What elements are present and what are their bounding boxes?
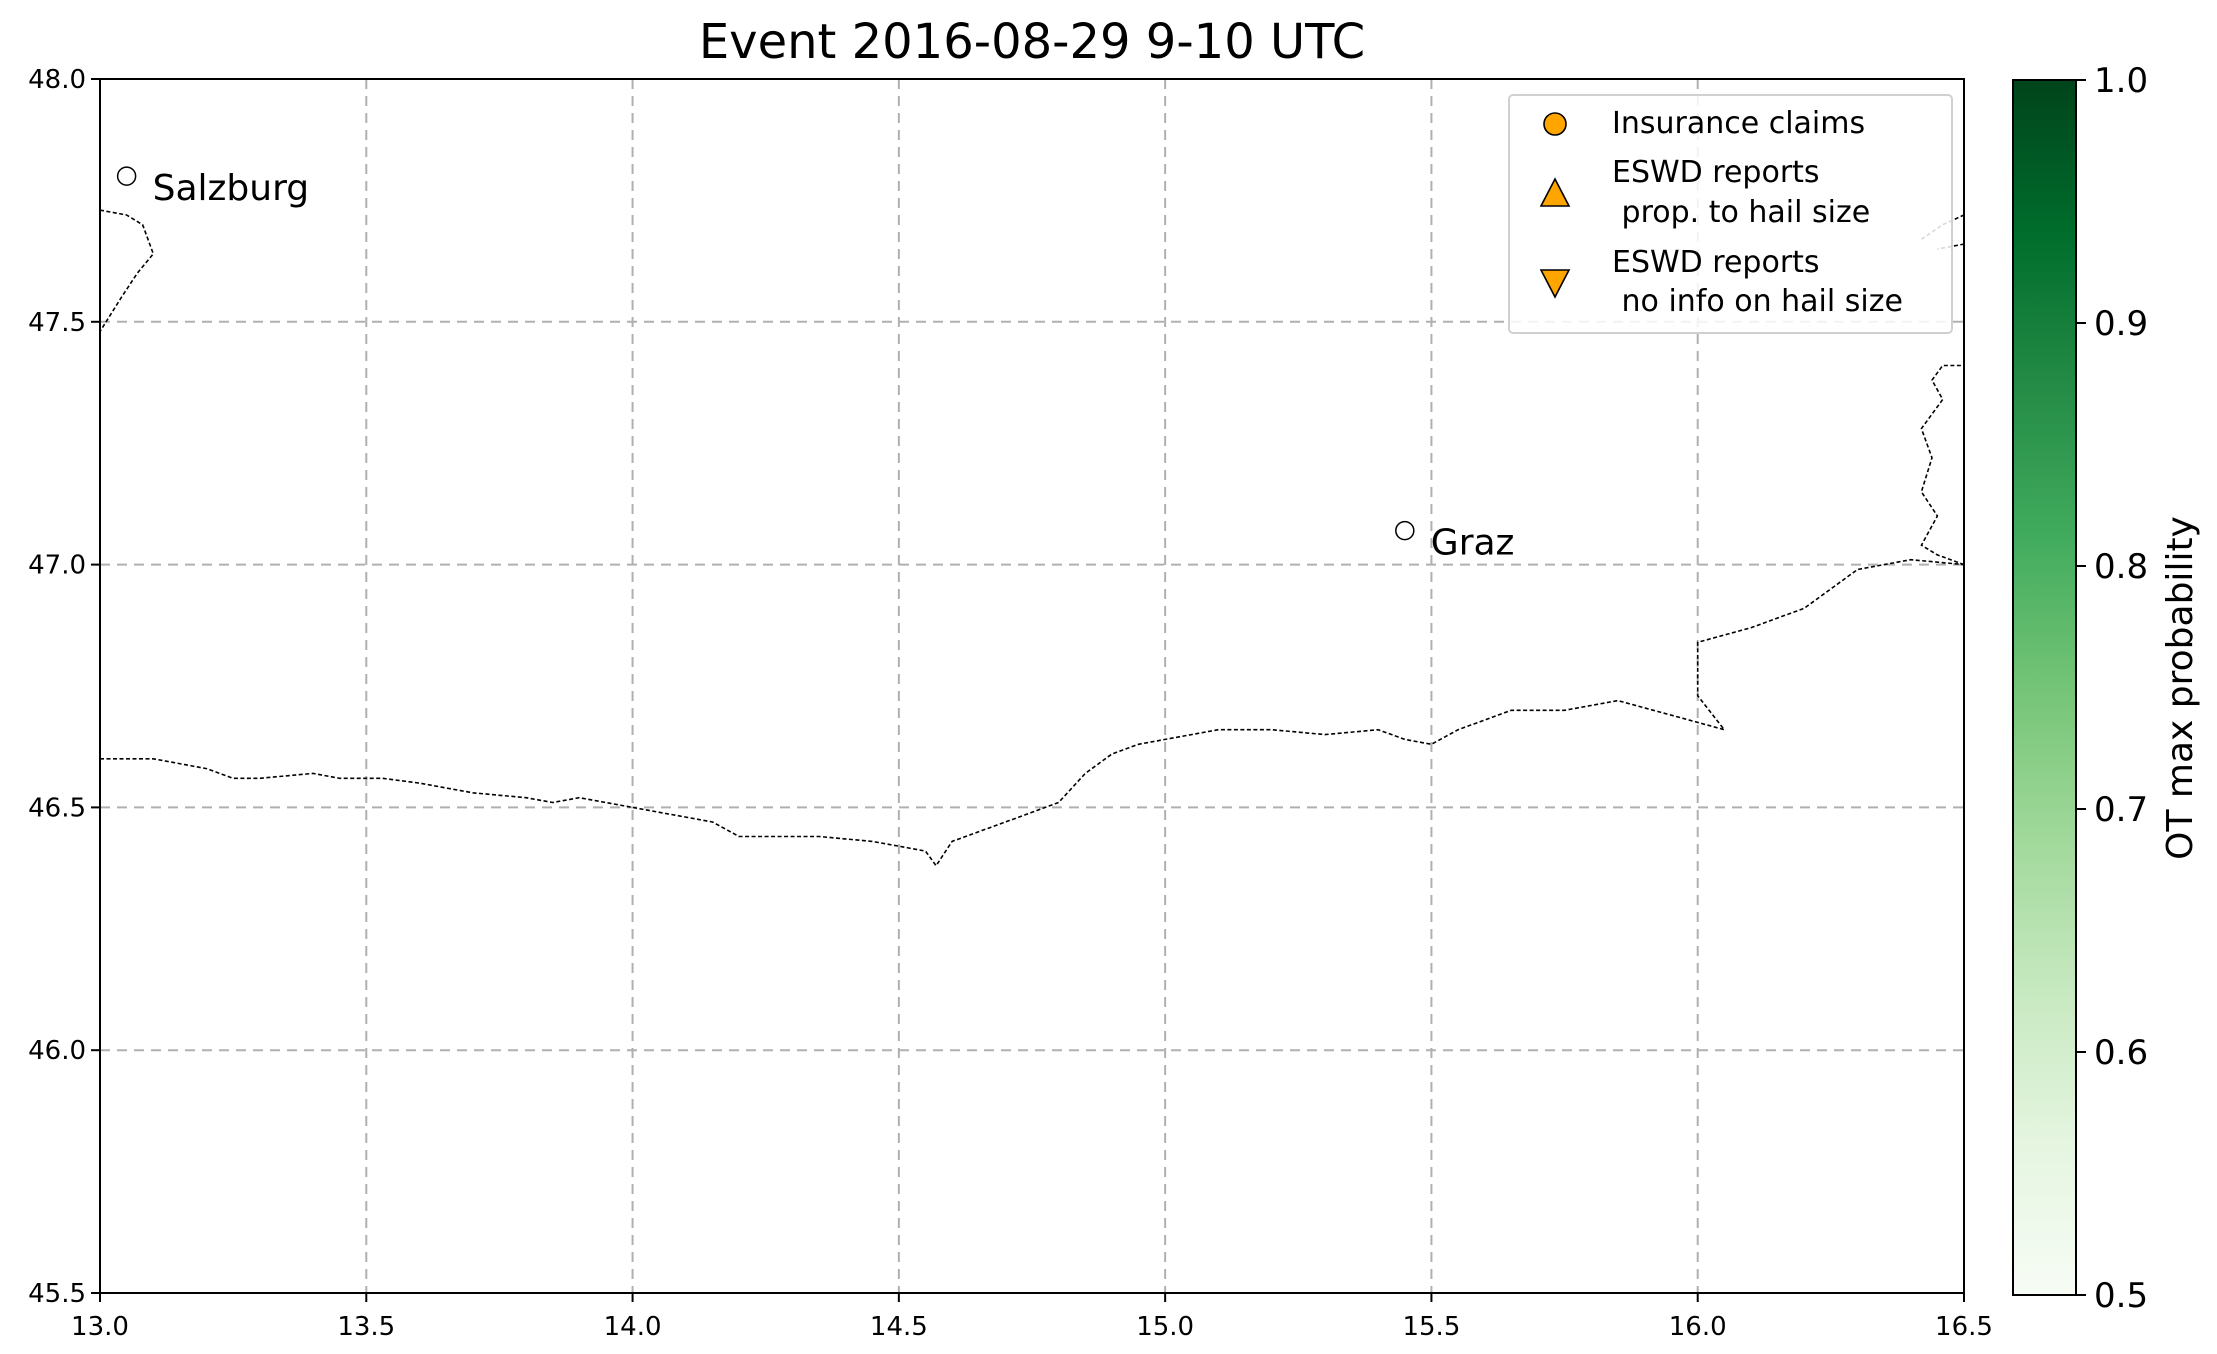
x-tick-label: 15.0 xyxy=(1136,1312,1194,1342)
colorbar-tick-label: 0.9 xyxy=(2094,304,2148,344)
y-tick-label: 46.0 xyxy=(28,1036,86,1066)
colorbar-tick-label: 0.6 xyxy=(2094,1033,2148,1073)
city-marker-graz xyxy=(1395,520,1415,541)
city-label-salzburg: Salzburg xyxy=(153,168,310,209)
colorbar-tick-label: 1.0 xyxy=(2094,61,2148,101)
colorbar-label: OT max probability xyxy=(2160,516,2201,860)
border-northeast xyxy=(1920,214,1964,250)
x-axis-ticks: 13.0 13.5 14.0 14.5 15.0 15.5 16.0 16.5 xyxy=(71,1293,1993,1342)
x-tick-label: 14.0 xyxy=(604,1312,662,1342)
legend-triangle-down-marker xyxy=(1539,269,1571,299)
legend-label-eswd-noinfo-line1: ESWD reports xyxy=(1612,245,1820,280)
border-southern xyxy=(100,558,1964,867)
city-marker-salzburg xyxy=(116,166,137,186)
border-northwest xyxy=(100,209,155,332)
y-tick-label: 45.5 xyxy=(28,1279,86,1309)
x-tick-label: 13.0 xyxy=(71,1312,129,1342)
y-tick-label: 47.5 xyxy=(28,308,86,338)
x-tick-label: 16.5 xyxy=(1935,1312,1993,1342)
y-tick-label: 48.0 xyxy=(28,65,86,95)
legend-triangle-up-marker xyxy=(1539,177,1571,207)
legend-label-eswd-prop-line1: ESWD reports xyxy=(1612,155,1820,190)
legend: Insurance claims ESWD reports prop. to h… xyxy=(1508,94,1953,334)
y-axis-ticks: 45.5 46.0 46.5 47.0 47.5 48.0 xyxy=(28,65,100,1309)
border-eastern xyxy=(1920,364,1964,566)
legend-label-eswd-prop-line2: prop. to hail size xyxy=(1612,195,1870,230)
x-tick-label: 14.5 xyxy=(870,1312,928,1342)
colorbar-tick-label: 0.5 xyxy=(2094,1276,2148,1316)
y-tick-label: 47.0 xyxy=(28,551,86,581)
colorbar-tick-label: 0.7 xyxy=(2094,790,2148,830)
y-tick-label: 46.5 xyxy=(28,793,86,823)
colorbar-tick-label: 0.8 xyxy=(2094,547,2148,587)
colorbar-ticks: 0.5 0.6 0.7 0.8 0.9 1.0 xyxy=(2076,61,2148,1316)
colorbar-gradient xyxy=(2012,79,2077,1296)
x-tick-label: 15.5 xyxy=(1402,1312,1460,1342)
colorbar: 0.5 0.6 0.7 0.8 0.9 1.0 OT max probability xyxy=(2012,61,2201,1316)
legend-label-eswd-noinfo-line2: no info on hail size xyxy=(1612,284,1903,319)
legend-circle-marker xyxy=(1543,112,1567,136)
city-label-graz: Graz xyxy=(1431,523,1515,564)
x-tick-label: 16.0 xyxy=(1669,1312,1727,1342)
x-tick-label: 13.5 xyxy=(337,1312,395,1342)
country-borders xyxy=(100,209,1964,867)
legend-box xyxy=(1508,94,1953,334)
cities: Salzburg Graz xyxy=(116,166,1515,564)
map-title: Event 2016-08-29 9-10 UTC xyxy=(699,14,1365,70)
map-axes-frame xyxy=(99,78,1965,1294)
legend-label-insurance-claims: Insurance claims xyxy=(1612,106,1865,141)
